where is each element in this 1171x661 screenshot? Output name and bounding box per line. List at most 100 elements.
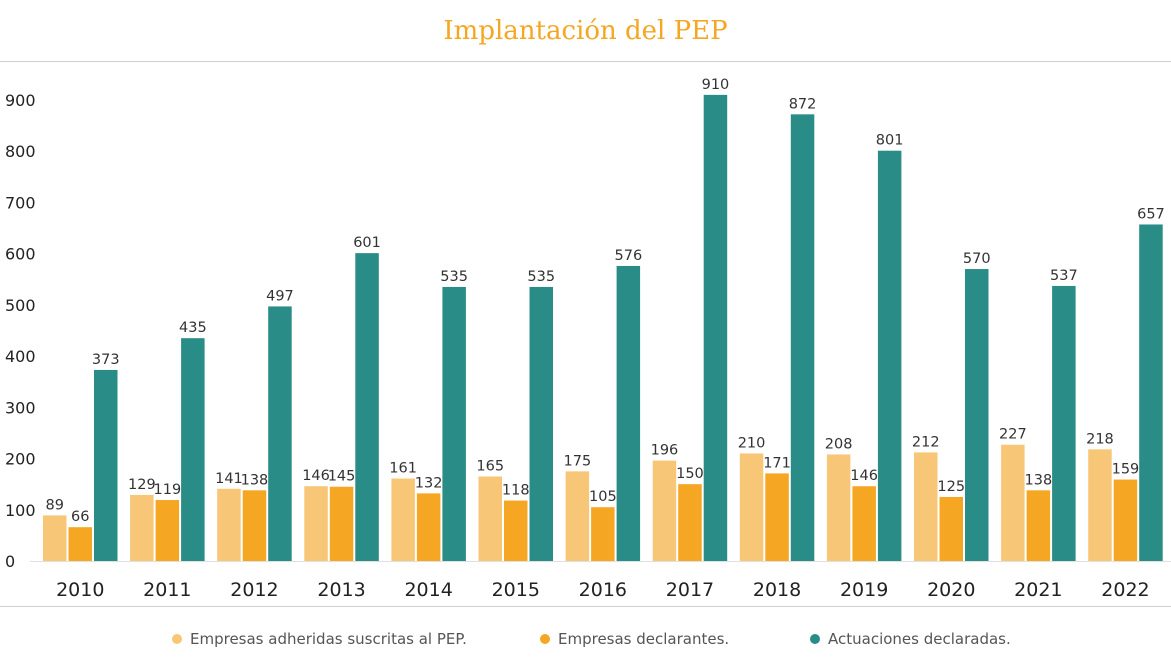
bar-declarantes — [416, 493, 441, 561]
data-label-adheridas: 175 — [564, 453, 592, 469]
data-label-actuaciones: 373 — [92, 352, 120, 368]
legend-label-adheridas: Empresas adheridas suscritas al PEP. — [190, 630, 467, 648]
x-tick-label: 2011 — [143, 579, 191, 601]
data-label-actuaciones: 801 — [876, 133, 904, 149]
y-tick-label: 300 — [5, 398, 36, 417]
y-tick-label: 400 — [5, 347, 36, 366]
legend: Empresas adheridas suscritas al PEP. Emp… — [0, 630, 1171, 652]
x-tick-label: 2015 — [492, 579, 540, 601]
data-label-adheridas: 208 — [825, 436, 853, 452]
bar-adheridas — [391, 478, 415, 561]
data-label-declarantes: 66 — [71, 509, 89, 525]
bar-declarantes — [591, 507, 615, 561]
x-tick-label: 2012 — [230, 579, 278, 601]
data-label-actuaciones: 535 — [440, 269, 468, 285]
data-label-adheridas: 196 — [651, 443, 679, 459]
legend-divider — [0, 606, 1171, 607]
bar-adheridas — [652, 460, 677, 561]
y-tick-label: 700 — [5, 193, 36, 212]
x-tick-label: 2016 — [579, 579, 627, 601]
data-label-adheridas: 218 — [1086, 431, 1114, 447]
bar-adheridas — [565, 471, 590, 561]
data-label-declarantes: 146 — [850, 468, 878, 484]
bar-declarantes — [242, 490, 267, 561]
data-label-adheridas: 165 — [476, 458, 504, 474]
bar-adheridas — [1001, 444, 1025, 561]
bar-declarantes — [678, 484, 702, 561]
y-tick-label: 200 — [5, 450, 36, 469]
data-label-actuaciones: 535 — [527, 269, 555, 285]
legend-swatch-adheridas — [172, 634, 182, 644]
data-label-actuaciones: 576 — [615, 248, 643, 264]
bar-adheridas — [478, 476, 502, 561]
data-label-declarantes: 118 — [502, 483, 530, 499]
data-label-declarantes: 132 — [415, 475, 443, 491]
data-label-declarantes: 119 — [154, 482, 182, 498]
bar-declarantes — [155, 500, 180, 561]
x-tick-label: 2022 — [1101, 579, 1149, 601]
legend-item-declarantes: Empresas declarantes. — [540, 630, 729, 648]
x-tick-label: 2010 — [56, 579, 104, 601]
data-label-adheridas: 161 — [389, 461, 417, 477]
bar-actuaciones — [616, 265, 641, 561]
data-label-declarantes: 125 — [937, 479, 965, 495]
data-label-declarantes: 150 — [676, 466, 704, 482]
x-tick-label: 2021 — [1014, 579, 1062, 601]
bar-adheridas — [739, 453, 764, 561]
data-label-declarantes: 105 — [589, 489, 617, 505]
legend-swatch-declarantes — [540, 634, 550, 644]
legend-label-actuaciones: Actuaciones declaradas. — [828, 630, 1011, 648]
bar-actuaciones — [94, 369, 118, 561]
bar-actuaciones — [268, 306, 292, 561]
bar-declarantes — [852, 486, 876, 561]
x-tick-label: 2020 — [927, 579, 975, 601]
bar-declarantes — [765, 473, 789, 561]
x-tick-label: 2014 — [404, 579, 452, 601]
bar-adheridas — [914, 452, 938, 561]
data-label-declarantes: 145 — [328, 469, 356, 485]
y-tick-label: 100 — [5, 501, 36, 520]
legend-label-declarantes: Empresas declarantes. — [558, 630, 730, 648]
legend-item-actuaciones: Actuaciones declaradas. — [810, 630, 1011, 648]
data-label-adheridas: 210 — [738, 435, 766, 451]
bar-actuaciones — [1052, 285, 1076, 561]
data-label-adheridas: 141 — [215, 471, 243, 487]
data-label-adheridas: 89 — [46, 497, 64, 513]
x-tick-label: 2018 — [753, 579, 801, 601]
data-label-adheridas: 146 — [302, 468, 330, 484]
bar-actuaciones — [965, 269, 989, 561]
data-label-adheridas: 212 — [912, 434, 940, 450]
title-divider — [0, 61, 1171, 62]
legend-item-adheridas: Empresas adheridas suscritas al PEP. — [172, 630, 467, 648]
bar-actuaciones — [529, 286, 553, 561]
y-tick-label: 600 — [5, 245, 36, 264]
bar-adheridas — [43, 515, 67, 561]
bar-declarantes — [329, 486, 354, 561]
data-label-actuaciones: 601 — [353, 235, 381, 251]
data-label-actuaciones: 910 — [702, 77, 730, 93]
y-tick-label: 500 — [5, 296, 36, 315]
bar-actuaciones — [181, 338, 205, 561]
bar-actuaciones — [442, 286, 466, 561]
bar-adheridas — [304, 486, 328, 561]
y-tick-label: 900 — [5, 91, 36, 110]
x-tick-label: 2013 — [317, 579, 365, 601]
legend-swatch-actuaciones — [810, 634, 820, 644]
bar-adheridas — [130, 494, 154, 561]
data-label-declarantes: 159 — [1112, 462, 1140, 478]
bar-declarantes — [939, 496, 963, 561]
bar-adheridas — [826, 454, 851, 561]
data-label-actuaciones: 872 — [789, 96, 817, 112]
data-label-actuaciones: 537 — [1050, 268, 1078, 284]
data-label-adheridas: 227 — [999, 427, 1027, 443]
bar-adheridas — [217, 488, 241, 561]
data-label-declarantes: 171 — [763, 455, 791, 471]
data-label-actuaciones: 435 — [179, 320, 207, 336]
x-tick-label: 2019 — [840, 579, 888, 601]
bar-actuaciones — [877, 150, 902, 561]
bar-chart: 0 100 200 300 400 500 600 700 800 900 89 66 373 2010 1… — [5, 77, 1171, 601]
chart-title: Implantación del PEP — [443, 16, 728, 46]
y-tick-label: 0 — [5, 552, 15, 571]
data-label-actuaciones: 497 — [266, 288, 294, 304]
bar-adheridas — [1088, 449, 1112, 561]
